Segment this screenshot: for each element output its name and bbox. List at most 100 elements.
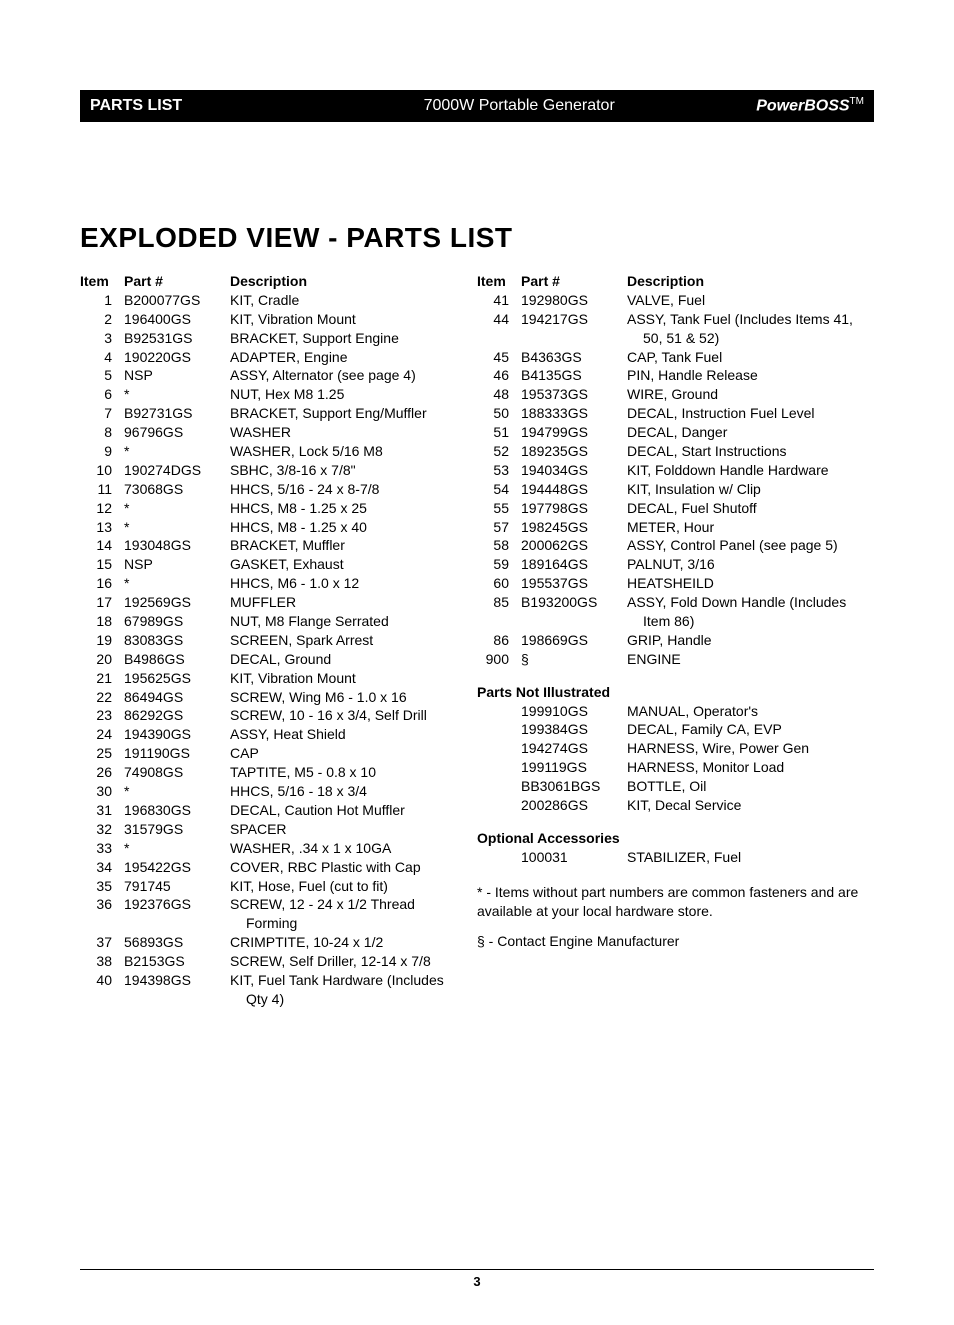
cell-part: B4135GS [521,366,627,385]
cell-item [477,739,521,758]
column-header: Item Part # Description [80,272,477,291]
header-desc: Description [627,272,874,291]
cell-part: * [124,385,230,404]
cell-desc: GASKET, Exhaust [230,555,477,574]
cell-part: B92731GS [124,404,230,423]
cell-item: 4 [80,348,124,367]
cell-part: 31579GS [124,820,230,839]
table-row: 46B4135GSPIN, Handle Release [477,366,874,385]
table-row: 21195625GSKIT, Vibration Mount [80,669,477,688]
cell-part: 74908GS [124,763,230,782]
cell-desc: SBHC, 3/8-16 x 7/8" [230,461,477,480]
cell-part: 194448GS [521,480,627,499]
table-row: 51194799GSDECAL, Danger [477,423,874,442]
cell-item: 19 [80,631,124,650]
footnotes: * - Items without part numbers are commo… [477,883,874,952]
header-left: PARTS LIST [80,97,182,115]
pni-rows: 199910GSMANUAL, Operator's199384GSDECAL,… [477,702,874,815]
cell-desc: BRACKET, Support Eng/Muffler [230,404,477,423]
cell-item: 85 [477,593,521,631]
cell-part: 86494GS [124,688,230,707]
cell-part: 199910GS [521,702,627,721]
cell-desc: DECAL, Ground [230,650,477,669]
right-column: Item Part # Description 41192980GSVALVE,… [477,272,874,1009]
cell-item: 41 [477,291,521,310]
cell-item: 2 [80,310,124,329]
cell-item: 12 [80,499,124,518]
footnote-section: § - Contact Engine Manufacturer [477,932,874,952]
table-row: 34195422GSCOVER, RBC Plastic with Cap [80,858,477,877]
table-row: 58200062GSASSY, Control Panel (see page … [477,536,874,555]
cell-part: 195537GS [521,574,627,593]
cell-part: 195625GS [124,669,230,688]
cell-part: B4363GS [521,348,627,367]
table-row: 86198669GSGRIP, Handle [477,631,874,650]
cell-part: * [124,518,230,537]
cell-desc: DECAL, Start Instructions [627,442,874,461]
cell-item: 7 [80,404,124,423]
cell-item [477,848,521,867]
cell-item: 59 [477,555,521,574]
acc-rows: 100031STABILIZER, Fuel [477,848,874,867]
cell-desc: ASSY, Control Panel (see page 5) [627,536,874,555]
cell-item: 52 [477,442,521,461]
table-row: 194274GSHARNESS, Wire, Power Gen [477,739,874,758]
table-row: 2196400GSKIT, Vibration Mount [80,310,477,329]
table-row: 3B92531GSBRACKET, Support Engine [80,329,477,348]
cell-part: 194034GS [521,461,627,480]
cell-item: 30 [80,782,124,801]
cell-part: 189235GS [521,442,627,461]
cell-desc: DECAL, Family CA, EVP [627,720,874,739]
cell-part: 192376GS [124,895,230,933]
cell-item: 53 [477,461,521,480]
cell-item: 37 [80,933,124,952]
header-center: 7000W Portable Generator [182,97,756,115]
table-row: 24194390GSASSY, Heat Shield [80,725,477,744]
cell-desc: KIT, Vibration Mount [230,310,477,329]
cell-item: 5 [80,366,124,385]
cell-part: 195422GS [124,858,230,877]
table-row: 199119GSHARNESS, Monitor Load [477,758,874,777]
cell-part: B4986GS [124,650,230,669]
cell-part: 192980GS [521,291,627,310]
table-row: 44194217GSASSY, Tank Fuel (Includes Item… [477,310,874,348]
table-row: 6*NUT, Hex M8 1.25 [80,385,477,404]
table-row: 55197798GSDECAL, Fuel Shutoff [477,499,874,518]
cell-part: * [124,442,230,461]
cell-part: * [124,574,230,593]
table-row: 199384GSDECAL, Family CA, EVP [477,720,874,739]
table-row: 7B92731GSBRACKET, Support Eng/Muffler [80,404,477,423]
cell-desc: KIT, Fuel Tank Hardware (IncludesQty 4) [230,971,477,1009]
cell-part: 194398GS [124,971,230,1009]
cell-item: 15 [80,555,124,574]
page-footer: 3 [80,1269,874,1289]
left-column: Item Part # Description 1B200077GSKIT, C… [80,272,477,1009]
cell-item: 58 [477,536,521,555]
cell-desc: WASHER, .34 x 1 x 10GA [230,839,477,858]
cell-item: 33 [80,839,124,858]
cell-part: 86292GS [124,706,230,725]
cell-item: 35 [80,877,124,896]
cell-part: * [124,499,230,518]
cell-part: 193048GS [124,536,230,555]
table-row: 2674908GSTAPTITE, M5 - 0.8 x 10 [80,763,477,782]
cell-item: 57 [477,518,521,537]
cell-desc: STABILIZER, Fuel [627,848,874,867]
cell-desc: DECAL, Instruction Fuel Level [627,404,874,423]
cell-item: 38 [80,952,124,971]
cell-part: 73068GS [124,480,230,499]
cell-item: 22 [80,688,124,707]
table-row: 45B4363GSCAP, Tank Fuel [477,348,874,367]
header-part: Part # [124,272,230,291]
cell-desc: SPACER [230,820,477,839]
cell-desc: WASHER [230,423,477,442]
cell-item: 44 [477,310,521,348]
cell-desc: KIT, Cradle [230,291,477,310]
cell-item: 50 [477,404,521,423]
cell-desc: CAP [230,744,477,763]
cell-item: 1 [80,291,124,310]
table-row: 896796GSWASHER [80,423,477,442]
cell-desc: KIT, Folddown Handle Hardware [627,461,874,480]
cell-item: 23 [80,706,124,725]
brand-name: PowerBOSS [756,98,849,115]
